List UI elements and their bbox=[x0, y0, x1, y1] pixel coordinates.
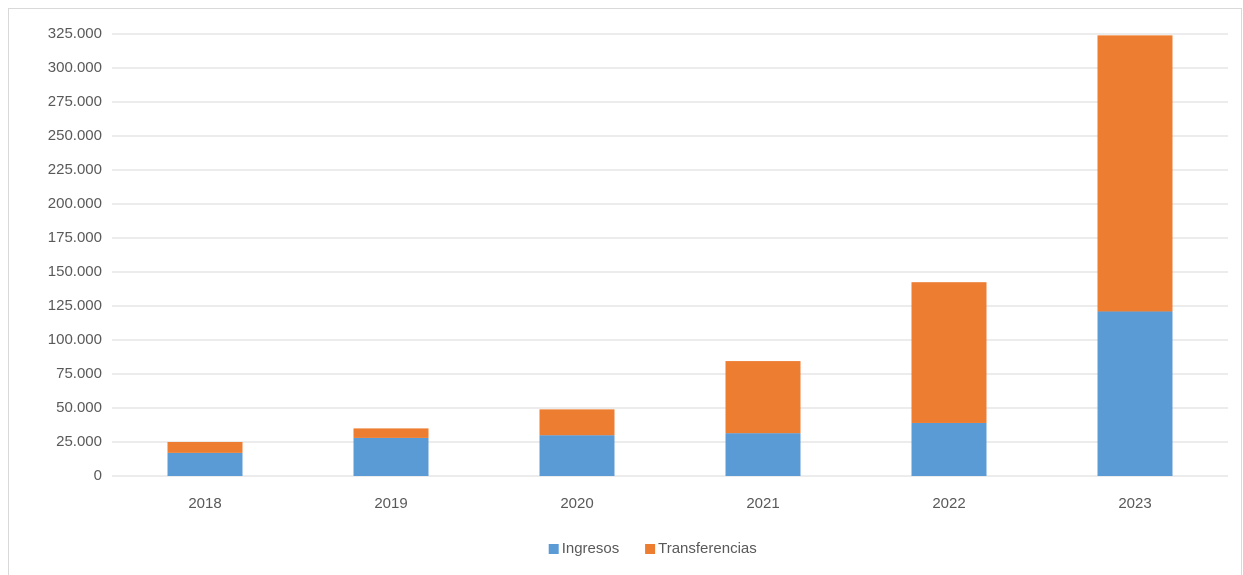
x-tick-label: 2018 bbox=[188, 495, 221, 512]
bar-segment bbox=[353, 428, 429, 438]
y-tick-label: 125.000 bbox=[48, 297, 102, 314]
bar-segment bbox=[1097, 35, 1173, 312]
y-tick-label: 250.000 bbox=[48, 127, 102, 144]
x-tick-label: 2019 bbox=[374, 495, 407, 512]
bar-segment bbox=[1097, 311, 1173, 476]
y-tick-label: 75.000 bbox=[56, 365, 102, 382]
x-tick-label: 2020 bbox=[560, 495, 593, 512]
bar-segment bbox=[725, 433, 801, 476]
y-tick-label: 325.000 bbox=[48, 25, 102, 42]
y-tick-label: 100.000 bbox=[48, 331, 102, 348]
y-tick-label: 0 bbox=[94, 467, 102, 484]
legend-label: Transferencias bbox=[658, 540, 757, 557]
bar-segment bbox=[167, 452, 243, 476]
legend-swatch bbox=[645, 544, 656, 554]
bar-segment bbox=[353, 437, 429, 476]
y-tick-label: 225.000 bbox=[48, 161, 102, 178]
x-tick-label: 2021 bbox=[746, 495, 779, 512]
x-tick-label: 2022 bbox=[932, 495, 965, 512]
bar-segment bbox=[539, 435, 615, 476]
bar-segment bbox=[167, 442, 243, 453]
bar-segment bbox=[539, 409, 615, 436]
y-tick-label: 275.000 bbox=[48, 93, 102, 110]
chart-frame bbox=[8, 8, 1242, 575]
x-tick-label: 2023 bbox=[1118, 495, 1151, 512]
legend-swatch bbox=[548, 544, 559, 554]
bar-segment bbox=[725, 361, 801, 434]
y-tick-label: 25.000 bbox=[56, 433, 102, 450]
bar-segment bbox=[911, 422, 987, 476]
y-tick-label: 50.000 bbox=[56, 399, 102, 416]
y-tick-label: 175.000 bbox=[48, 229, 102, 246]
y-tick-label: 150.000 bbox=[48, 263, 102, 280]
legend-label: Ingresos bbox=[562, 540, 620, 557]
y-tick-label: 300.000 bbox=[48, 59, 102, 76]
bar-segment bbox=[911, 282, 987, 423]
y-tick-label: 200.000 bbox=[48, 195, 102, 212]
